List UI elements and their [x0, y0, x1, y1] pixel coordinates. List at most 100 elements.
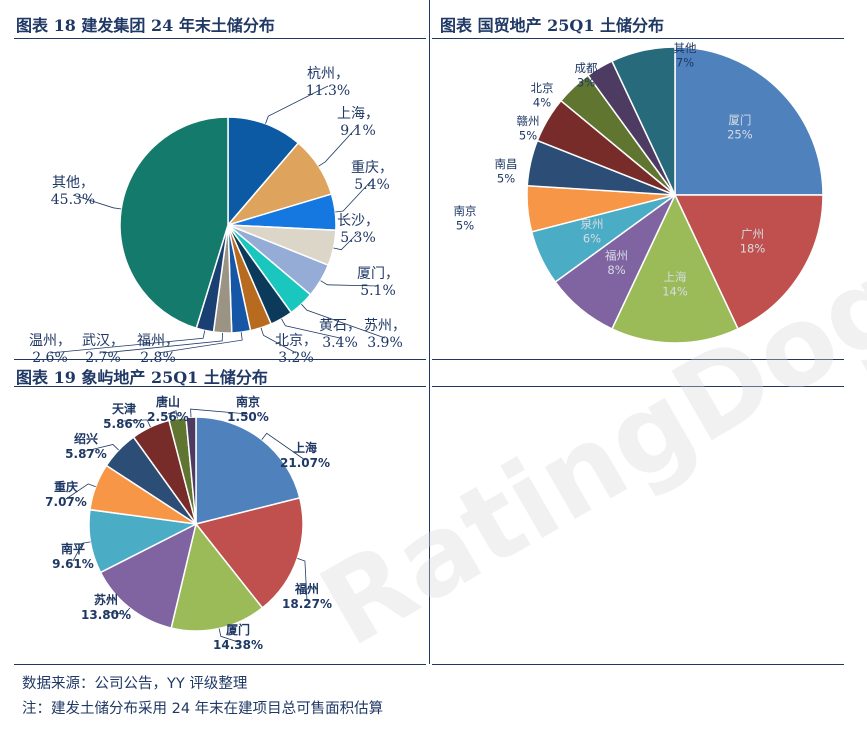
slice-label-上海: 上海 — [664, 270, 687, 284]
divider-bottom-left — [14, 664, 426, 665]
leader-line-唐山 — [167, 410, 178, 419]
slice-value-重庆: 5.4% — [354, 177, 390, 193]
leader-line-北京 — [260, 327, 297, 354]
slice-label-北京: 北京 — [531, 81, 554, 95]
slice-value-福州: 8% — [607, 263, 625, 277]
pie-slice-福州 — [194, 496, 304, 609]
slice-value-福州: 18.27% — [282, 597, 332, 611]
slice-label-天津: 天津 — [112, 401, 136, 416]
slice-value-上海: 21.07% — [280, 456, 330, 470]
slice-value-其他: 45.3% — [51, 192, 95, 208]
slice-value-苏州: 3.9% — [367, 335, 403, 351]
pie-slice-厦门 — [674, 46, 824, 196]
leader-line-重庆 — [335, 179, 373, 213]
pie-chart-guomao: 厦门25%广州18%上海14%福州8%泉州6%南京5%南昌5%赣州5%北京4%成… — [454, 41, 824, 344]
leader-line-绍兴 — [85, 444, 119, 452]
leader-line-厦门 — [218, 628, 239, 643]
leader-line-南京 — [190, 408, 249, 418]
divider-top-left — [14, 38, 426, 39]
slice-value-厦门: 5.1% — [360, 283, 396, 299]
slice-label-唐山: 唐山 — [156, 394, 180, 409]
slice-label-赣州: 赣州 — [517, 114, 540, 128]
slice-value-杭州: 11.3% — [306, 83, 350, 99]
leader-line-天津 — [123, 419, 151, 428]
slice-value-厦门: 25% — [727, 128, 753, 142]
slice-label-重庆: 重庆， — [351, 160, 393, 176]
slice-value-其他: 7% — [676, 56, 694, 70]
slice-value-厦门: 14.38% — [213, 638, 263, 652]
slice-value-天津: 5.86% — [103, 417, 145, 431]
chart-title-jianfa: 图表 18 建发集团 24 年末土储分布 — [16, 16, 275, 35]
source-note: 数据来源：公司公告，YY 评级整理 — [22, 676, 248, 692]
pie-slice-其他 — [610, 46, 676, 196]
slice-label-黄石: 黄石， — [319, 317, 361, 334]
slice-label-南京: 南京 — [236, 394, 260, 409]
leader-line-武汉 — [102, 332, 223, 354]
pie-slices — [88, 416, 304, 632]
leader-line-福州 — [297, 558, 308, 602]
slice-label-苏州: 苏州 — [94, 592, 118, 607]
leader-line-长沙 — [333, 232, 359, 251]
slice-value-泉州: 6% — [583, 232, 601, 246]
slice-value-长沙: 5.3% — [340, 230, 376, 246]
leader-line-南平 — [72, 541, 91, 562]
slice-value-南京: 5% — [456, 219, 474, 233]
slice-label-上海: 上海 — [293, 440, 317, 455]
leader-line-其他 — [72, 194, 122, 210]
divider-bottom-right — [432, 664, 844, 665]
pie-slice-上海 — [195, 416, 301, 525]
divider-row3-right — [432, 386, 844, 387]
slice-label-其他: 其他 — [674, 41, 697, 55]
leader-line-杭州 — [265, 85, 329, 124]
chart-title-guomao: 图表 国贸地产 25Q1 土储分布 — [440, 16, 665, 35]
pie-slices — [526, 46, 824, 344]
slice-label-苏州: 苏州， — [364, 318, 406, 334]
leader-line-温州 — [49, 330, 206, 354]
pie-slice-厦门 — [170, 522, 264, 632]
slice-label-武汉: 武汉， — [82, 333, 124, 349]
divider-row3-left — [14, 386, 426, 387]
divider-middle-right — [432, 359, 844, 360]
chart-title-xiangyu: 图表 19 象屿地产 25Q1 土储分布 — [16, 368, 268, 387]
slice-value-南平: 9.61% — [52, 557, 94, 571]
slice-value-重庆: 7.07% — [45, 495, 87, 509]
leader-line-黄石 — [281, 318, 341, 339]
slice-label-厦门: 厦门 — [226, 622, 250, 637]
slice-value-南昌: 5% — [497, 172, 515, 186]
slice-value-唐山: 2.56% — [147, 410, 189, 424]
slice-label-杭州: 杭州， — [307, 66, 349, 82]
pie-slice-杭州 — [227, 116, 300, 228]
slice-label-绍兴: 绍兴 — [74, 431, 98, 446]
slice-value-黄石: 3.4% — [322, 335, 358, 351]
footnote: 注：建发土储分布采用 24 年末在建项目总可售面积估算 — [22, 701, 384, 717]
slice-value-上海: 9.1% — [340, 123, 376, 139]
divider-top-right — [432, 38, 844, 39]
pie-chart-jianfa: 杭州，11.3%上海，9.1%重庆，5.4%长沙，5.3%厦门，5.1%苏州，3… — [29, 66, 406, 366]
slice-label-北京: 北京， — [275, 333, 317, 349]
slice-label-南京: 南京 — [454, 204, 477, 218]
divider-vertical — [429, 0, 430, 664]
slice-value-绍兴: 5.87% — [65, 447, 107, 461]
slice-value-福州: 2.8% — [140, 350, 176, 366]
slice-value-苏州: 13.80% — [81, 608, 131, 622]
slice-label-泉州: 泉州 — [580, 217, 603, 231]
slice-label-温州: 温州， — [29, 333, 71, 349]
slice-label-南昌: 南昌 — [495, 157, 518, 171]
slice-label-福州: 福州 — [605, 249, 628, 263]
pie-slice-上海 — [610, 193, 740, 344]
divider-middle-left — [14, 359, 426, 360]
slice-value-赣州: 5% — [519, 129, 537, 143]
pie-slice-苏州 — [99, 522, 198, 629]
leader-line-苏州 — [301, 303, 386, 339]
slice-value-成都: 3% — [577, 76, 595, 90]
slice-label-上海: 上海， — [337, 106, 379, 122]
slice-value-武汉: 2.7% — [85, 350, 121, 366]
leader-line-上海 — [261, 432, 306, 461]
slice-label-广州: 广州 — [741, 227, 764, 241]
slice-label-南平: 南平 — [61, 541, 85, 556]
slice-label-福州: 福州 — [294, 581, 319, 596]
slice-value-南京: 1.50% — [227, 410, 269, 424]
slice-value-广州: 18% — [740, 242, 766, 256]
slice-value-上海: 14% — [662, 284, 688, 298]
